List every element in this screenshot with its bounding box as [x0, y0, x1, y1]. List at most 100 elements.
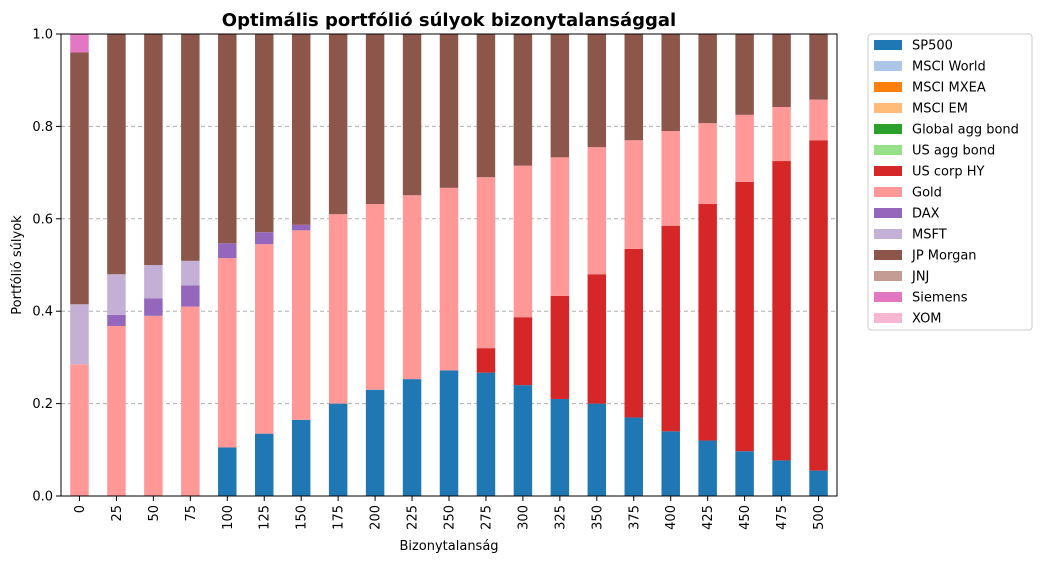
y-axis-ticks: 0.0 0.2 0.4 0.6 0.8 1.0 — [32, 28, 61, 505]
legend-swatch-xom — [874, 313, 902, 323]
legend-label-jnj: JNJ — [911, 270, 929, 285]
bar-425-us-corp-hy — [698, 204, 717, 441]
legend-swatch-gold — [874, 187, 902, 197]
legend-label-msci-world: MSCI World — [912, 60, 986, 75]
bar-75-msft — [181, 260, 200, 286]
legend-swatch-msci-world — [874, 61, 902, 71]
bar-175-jp-morgan — [328, 34, 348, 215]
x-tick-label-350: 350 — [590, 505, 605, 530]
bar-150-jp-morgan — [291, 34, 311, 225]
bars — [70, 34, 828, 496]
bar-275-gold — [476, 177, 496, 349]
bar-100-jp-morgan — [218, 34, 237, 244]
bar-300-us-corp-hy — [513, 317, 533, 386]
x-tick-label-300: 300 — [516, 505, 531, 530]
legend-label-jp-morgan: JP Morgan — [911, 249, 977, 264]
legend-swatch-msft — [874, 229, 902, 239]
y-tick-label-5: 1.0 — [32, 28, 53, 43]
bar-25-msft — [107, 274, 126, 315]
legend-swatch-dax — [874, 208, 902, 218]
x-tick-label-250: 250 — [443, 505, 458, 530]
bar-275-jp-morgan — [476, 34, 496, 178]
bar-200-sp500 — [365, 389, 385, 496]
legend-swatch-jnj — [874, 271, 902, 281]
bar-325-sp500 — [550, 398, 570, 496]
x-tick-label-475: 475 — [775, 505, 790, 530]
legend-label-dax: DAX — [912, 207, 940, 222]
bar-450-sp500 — [735, 451, 754, 496]
bar-225-jp-morgan — [402, 34, 422, 196]
bar-425-jp-morgan — [698, 34, 717, 124]
bar-375-us-corp-hy — [624, 248, 643, 418]
bar-300-sp500 — [513, 385, 533, 496]
legend-swatch-jp-morgan — [874, 250, 902, 260]
bar-75-jp-morgan — [181, 34, 200, 261]
bar-175-sp500 — [328, 403, 348, 496]
bar-475-jp-morgan — [772, 34, 791, 107]
x-tick-label-450: 450 — [738, 505, 753, 530]
legend-box — [867, 33, 1033, 331]
bar-50-dax — [144, 298, 163, 316]
x-axis-ticks: 0 25 50 75 100 125 150 175 200 225 250 275 300 325 350… — [73, 496, 827, 530]
bar-375-jp-morgan — [624, 34, 643, 141]
bar-100-sp500 — [218, 447, 237, 496]
bar-325-jp-morgan — [550, 34, 570, 158]
x-tick-label-0: 0 — [73, 505, 88, 513]
legend-swatch-us-agg-bond — [874, 145, 902, 155]
bar-350-jp-morgan — [587, 34, 607, 148]
bar-150-sp500 — [291, 419, 311, 496]
bar-225-gold — [402, 195, 422, 380]
bar-250-sp500 — [439, 370, 459, 496]
bar-50-jp-morgan — [144, 34, 163, 265]
bar-500-us-corp-hy — [809, 140, 828, 471]
legend-label-xom: XOM — [912, 312, 942, 327]
bar-125-gold — [255, 244, 274, 434]
bar-425-gold — [698, 123, 717, 205]
y-tick-label-2: 0.4 — [32, 305, 53, 320]
bar-350-gold — [587, 147, 607, 275]
legend-label-gold: Gold — [912, 186, 942, 201]
legend-label-us-agg-bond: US agg bond — [912, 144, 995, 159]
bar-0-jp-morgan — [70, 52, 89, 305]
bar-300-jp-morgan — [513, 34, 533, 166]
bar-200-gold — [365, 204, 385, 390]
bar-150-gold — [291, 230, 311, 420]
bar-400-gold — [661, 131, 680, 226]
y-tick-label-1: 0.2 — [32, 397, 53, 412]
bar-125-sp500 — [255, 433, 274, 496]
bar-375-gold — [624, 140, 643, 249]
x-tick-label-425: 425 — [701, 505, 716, 530]
bar-500-gold — [809, 99, 828, 141]
x-tick-label-225: 225 — [406, 505, 421, 530]
bar-375-sp500 — [624, 417, 643, 496]
bar-500-sp500 — [809, 470, 828, 496]
legend: SP500 MSCI World MSCI MXEA MSCI EM Global ag… — [867, 33, 1033, 331]
bar-75-dax — [181, 285, 200, 307]
bar-200-jp-morgan — [365, 34, 385, 205]
legend-label-msci-em: MSCI EM — [912, 102, 968, 117]
bar-450-us-corp-hy — [735, 181, 754, 452]
legend-label-msci-mxea: MSCI MXEA — [912, 81, 986, 96]
bar-475-us-corp-hy — [772, 161, 791, 461]
legend-label-msft: MSFT — [912, 228, 947, 243]
bar-450-jp-morgan — [735, 34, 754, 115]
legend-label-sp500: SP500 — [912, 39, 953, 54]
y-tick-label-3: 0.6 — [32, 212, 53, 227]
bar-225-sp500 — [402, 379, 422, 496]
x-tick-label-125: 125 — [258, 505, 273, 530]
bar-150-dax — [291, 224, 311, 231]
y-axis-label: Portfólió súlyok — [10, 215, 25, 315]
bar-100-gold — [218, 258, 237, 448]
legend-swatch-sp500 — [874, 40, 902, 50]
bar-0-siemens — [70, 34, 89, 53]
bar-50-msft — [144, 265, 163, 299]
legend-label-us-corp-hy: US corp HY — [912, 165, 985, 180]
bar-75-gold — [181, 306, 200, 496]
legend-swatch-msci-mxea — [874, 82, 902, 92]
x-tick-label-150: 150 — [295, 505, 310, 530]
bar-100-dax — [218, 243, 237, 259]
bar-275-us-corp-hy — [476, 348, 496, 373]
bar-25-gold — [107, 325, 126, 496]
bar-400-us-corp-hy — [661, 225, 680, 432]
